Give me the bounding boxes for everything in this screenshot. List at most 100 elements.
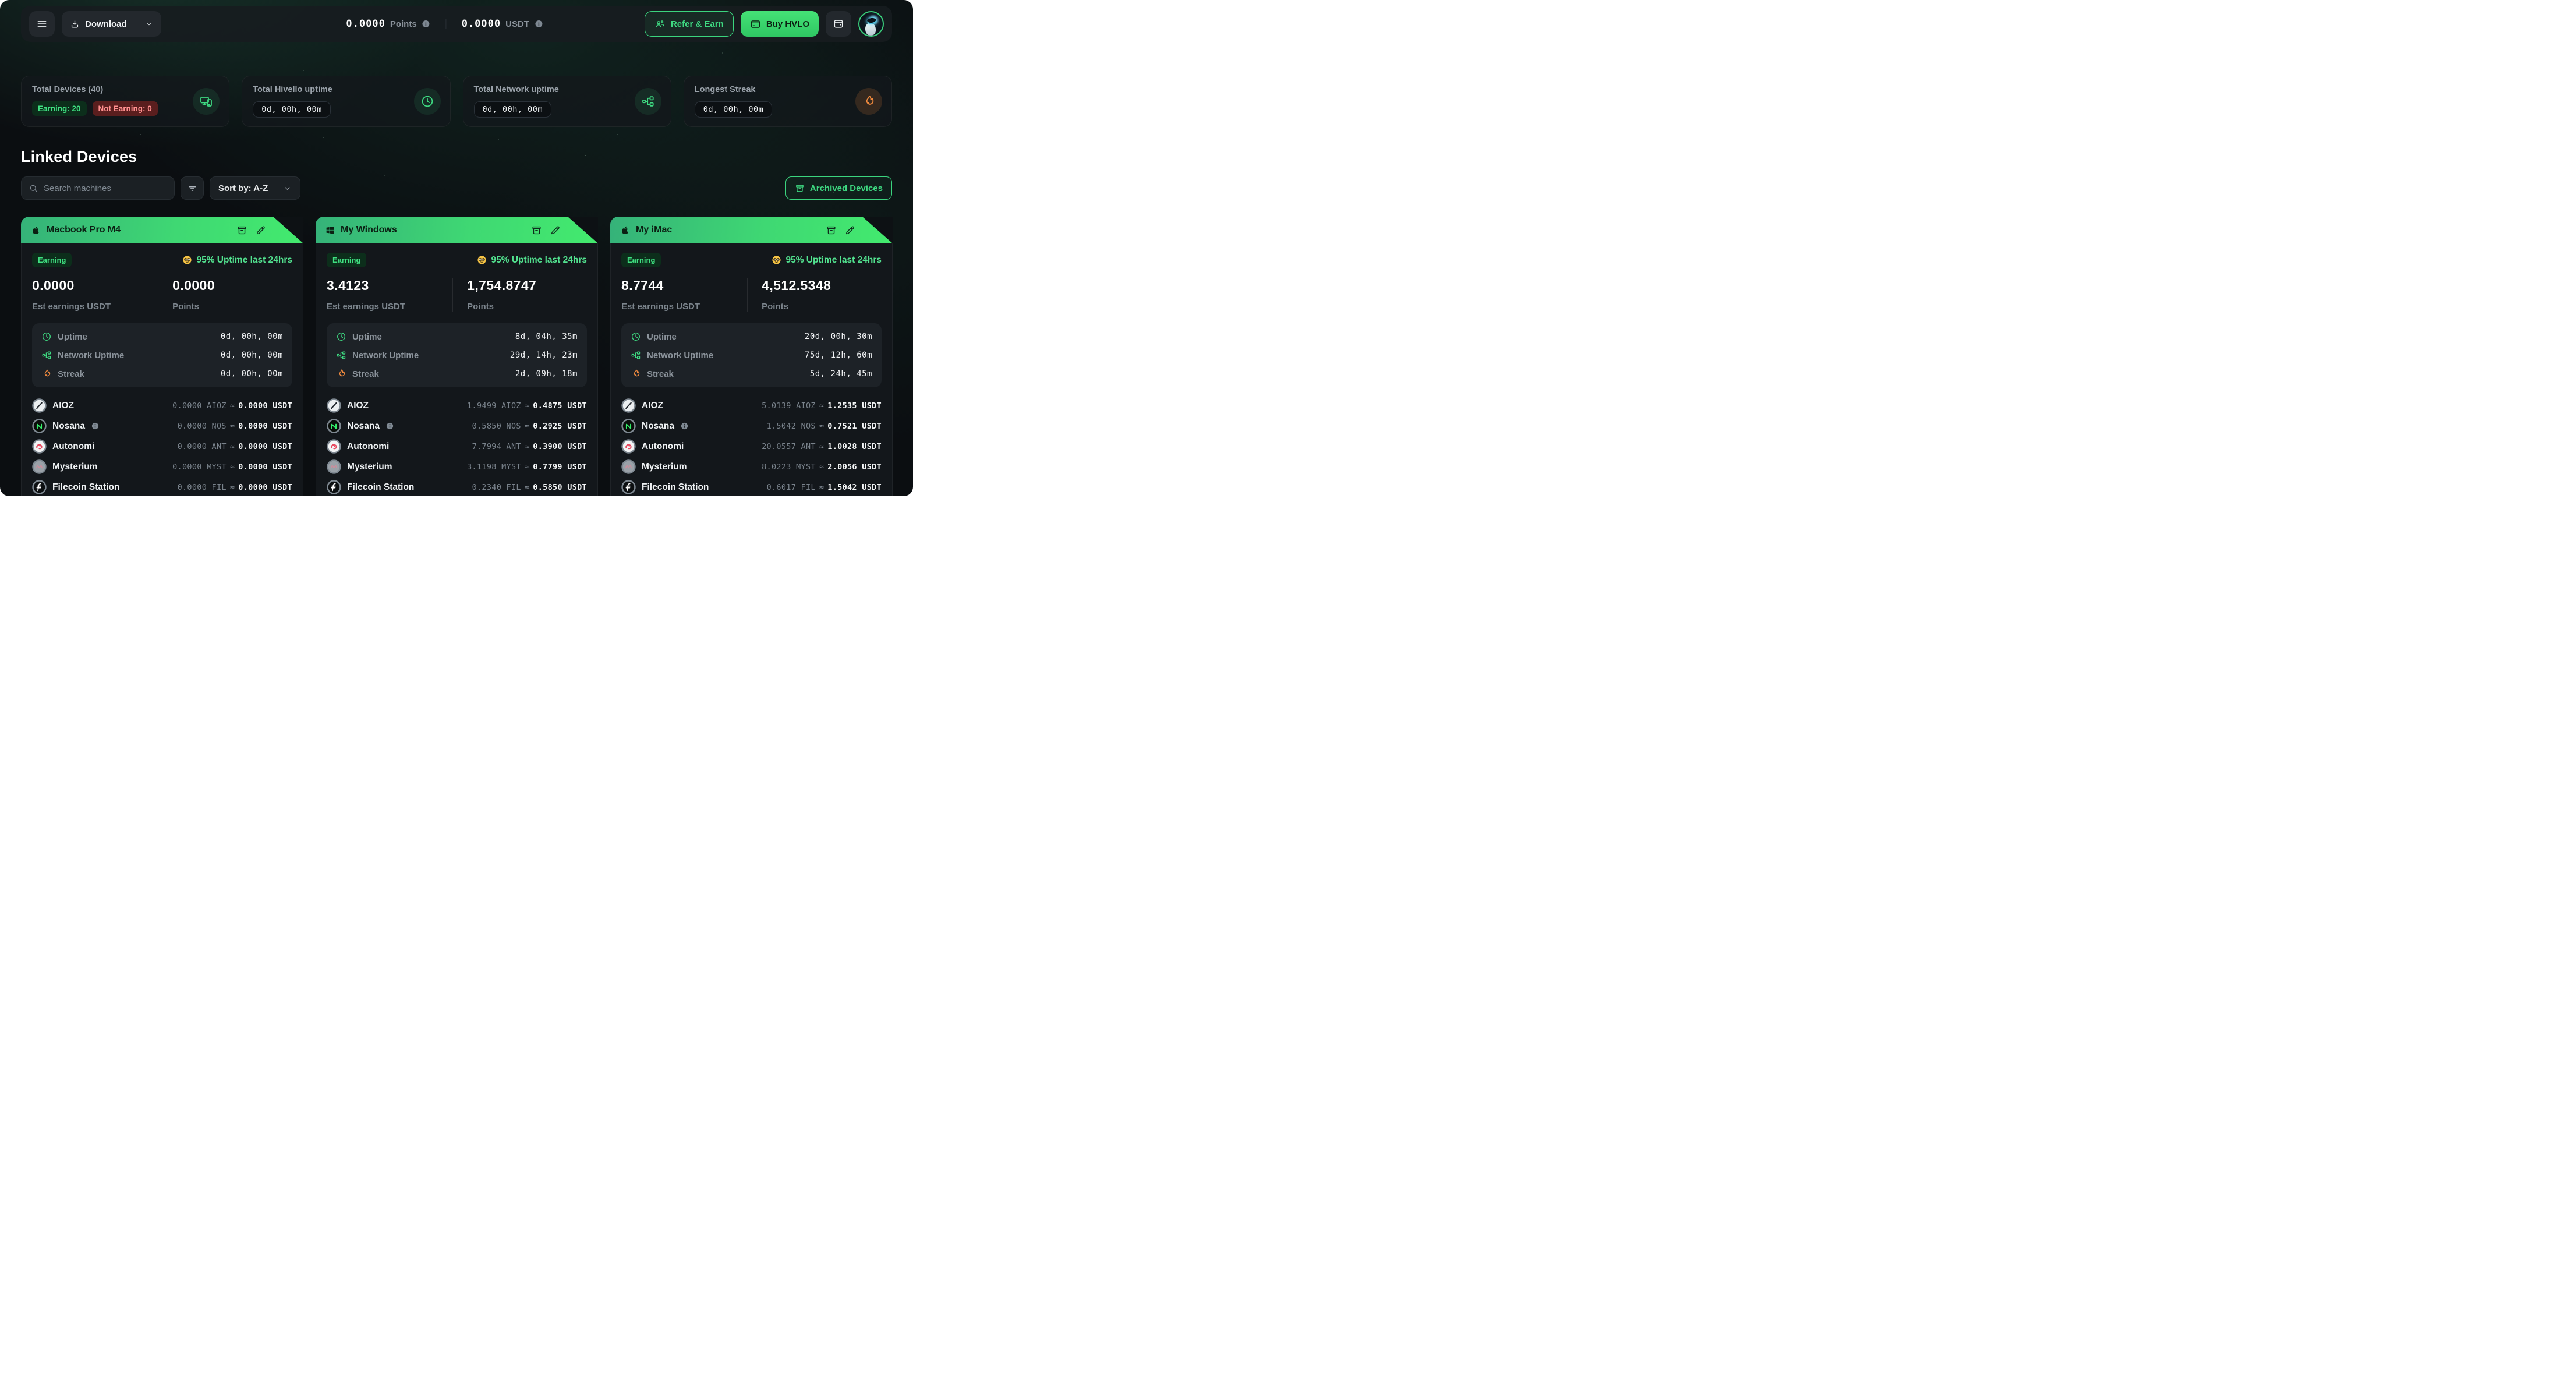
menu-button[interactable] bbox=[29, 11, 55, 37]
uptime-row: Uptime 20d, 00h, 30m bbox=[631, 330, 872, 343]
info-icon[interactable] bbox=[91, 422, 100, 430]
refer-earn-label: Refer & Earn bbox=[670, 19, 724, 29]
archive-device-icon[interactable] bbox=[236, 225, 247, 236]
device-name: Macbook Pro M4 bbox=[47, 225, 121, 235]
est-earnings-label: Est earnings USDT bbox=[327, 302, 406, 312]
chevron-down-icon[interactable] bbox=[145, 20, 153, 28]
sort-label: Sort by: A-Z bbox=[218, 183, 268, 193]
token-usdt: 0.7521 USDT bbox=[827, 421, 882, 431]
metric-label: Streak bbox=[58, 369, 84, 379]
device-card-body: Earning 95% Uptime last 24hrs 3.4123 Est… bbox=[316, 243, 598, 496]
windows-icon bbox=[325, 225, 335, 235]
filecoin-icon bbox=[327, 480, 341, 494]
token-usdt: 0.7799 USDT bbox=[533, 462, 587, 472]
device-name: My Windows bbox=[341, 225, 397, 235]
token-row-aioz: AIOZ 1.9499 AIOZ ≈0.4875 USDT bbox=[327, 395, 587, 416]
mysterium-icon bbox=[621, 459, 636, 474]
device-card-body: Earning 95% Uptime last 24hrs 0.0000 Est… bbox=[21, 243, 303, 496]
archived-devices-button[interactable]: Archived Devices bbox=[785, 176, 892, 200]
metric-value: 8d, 04h, 35m bbox=[515, 332, 578, 341]
token-amount: 0.5850 NOS bbox=[472, 421, 521, 431]
network-uptime-row: Network Uptime 29d, 14h, 23m bbox=[336, 349, 578, 362]
token-usdt: 0.0000 USDT bbox=[238, 441, 292, 451]
filter-button[interactable] bbox=[181, 176, 204, 200]
header-notch bbox=[273, 217, 303, 243]
buy-hvlo-button[interactable]: Buy HVLO bbox=[740, 11, 819, 37]
token-usdt: 1.2535 USDT bbox=[827, 401, 882, 411]
network-uptime-row: Network Uptime 0d, 00h, 00m bbox=[41, 349, 283, 362]
token-row-nosana: Nosana 1.5042 NOS ≈0.7521 USDT bbox=[621, 416, 882, 436]
mysterium-icon bbox=[327, 459, 341, 474]
balances: 0.0000 Points 0.0000 USDT bbox=[346, 6, 543, 42]
approx-symbol: ≈ bbox=[229, 421, 235, 431]
token-amount: 0.0000 MYST bbox=[172, 462, 227, 472]
clock-icon bbox=[336, 331, 346, 342]
token-amount: 0.0000 ANT bbox=[177, 441, 227, 451]
edit-device-icon[interactable] bbox=[550, 225, 561, 236]
approx-symbol: ≈ bbox=[819, 441, 825, 451]
approx-symbol: ≈ bbox=[819, 421, 825, 431]
status-badge: Earning bbox=[327, 253, 367, 267]
nerd-emoji-icon bbox=[182, 255, 192, 265]
sort-dropdown[interactable]: Sort by: A-Z bbox=[210, 176, 301, 200]
stat-card-hivello-uptime: Total Hivello uptime 0d, 00h, 00m bbox=[242, 76, 451, 127]
token-usdt: 2.0056 USDT bbox=[827, 462, 882, 472]
approx-symbol: ≈ bbox=[524, 421, 530, 431]
top-bar: Download 0.0000 Points 0.0000 USDT Refer… bbox=[21, 6, 892, 42]
token-usdt: 0.0000 USDT bbox=[238, 482, 292, 492]
divider bbox=[445, 19, 447, 29]
token-name: Nosana bbox=[52, 420, 85, 431]
token-usdt: 1.0028 USDT bbox=[827, 441, 882, 451]
refer-earn-button[interactable]: Refer & Earn bbox=[644, 11, 734, 37]
token-name: Autonomi bbox=[642, 441, 684, 451]
not-earning-badge: Not Earning: 0 bbox=[92, 101, 158, 116]
filecoin-icon bbox=[32, 480, 47, 494]
flame-icon bbox=[631, 369, 641, 379]
device-card-header: My Windows bbox=[316, 217, 598, 243]
archive-device-icon[interactable] bbox=[826, 225, 837, 236]
approx-symbol: ≈ bbox=[229, 462, 235, 472]
stats-row: Total Devices (40) Earning: 20 Not Earni… bbox=[21, 76, 892, 127]
wallet-button[interactable] bbox=[826, 11, 851, 37]
archive-device-icon[interactable] bbox=[531, 225, 542, 236]
token-row-mysterium: Mysterium 8.0223 MYST ≈2.0056 USDT bbox=[621, 457, 882, 477]
token-usdt: 0.0000 USDT bbox=[238, 462, 292, 472]
token-row-autonomi: Autonomi 20.0557 ANT ≈1.0028 USDT bbox=[621, 436, 882, 457]
token-name: Filecoin Station bbox=[642, 482, 709, 492]
metric-label: Network Uptime bbox=[352, 350, 419, 360]
token-name: Autonomi bbox=[52, 441, 95, 451]
download-button[interactable]: Download bbox=[62, 11, 161, 37]
info-icon[interactable] bbox=[385, 422, 394, 430]
archived-devices-label: Archived Devices bbox=[809, 183, 883, 193]
network-icon bbox=[41, 350, 52, 360]
stat-card-longest-streak: Longest Streak 0d, 00h, 00m bbox=[683, 76, 892, 127]
hivello-dashboard: Download 0.0000 Points 0.0000 USDT Refer… bbox=[0, 0, 913, 496]
top-bar-actions: Refer & Earn Buy HVLO bbox=[644, 11, 884, 37]
metric-value: 0d, 00h, 00m bbox=[220, 351, 283, 360]
metric-value: 2d, 09h, 18m bbox=[515, 369, 578, 379]
edit-device-icon[interactable] bbox=[255, 225, 266, 236]
token-name: Mysterium bbox=[347, 461, 392, 472]
nosana-icon bbox=[621, 419, 636, 433]
status-badge: Earning bbox=[32, 253, 72, 267]
streak-row: Streak 5d, 24h, 45m bbox=[631, 367, 872, 380]
search-input[interactable] bbox=[44, 183, 167, 193]
approx-symbol: ≈ bbox=[524, 401, 530, 411]
points-info-icon[interactable] bbox=[422, 19, 431, 29]
edit-device-icon[interactable] bbox=[844, 225, 855, 236]
uptime-box: Uptime 8d, 04h, 35m Network Uptime 29d, … bbox=[327, 323, 587, 387]
network-icon bbox=[634, 88, 661, 115]
avatar[interactable] bbox=[858, 11, 884, 37]
uptime-value-chip: 0d, 00h, 00m bbox=[473, 101, 552, 118]
approx-symbol: ≈ bbox=[229, 401, 235, 411]
points-label: Points bbox=[762, 302, 788, 312]
approx-symbol: ≈ bbox=[524, 482, 530, 492]
points-value: 0.0000 bbox=[346, 18, 385, 30]
token-name: Filecoin Station bbox=[52, 482, 120, 492]
uptime-box: Uptime 20d, 00h, 30m Network Uptime 75d,… bbox=[621, 323, 882, 387]
usdt-info-icon[interactable] bbox=[534, 19, 543, 29]
points-value: 4,512.5348 bbox=[762, 278, 831, 293]
info-icon[interactable] bbox=[680, 422, 689, 430]
usdt-label: USDT bbox=[505, 19, 529, 29]
points-value: 0.0000 bbox=[172, 278, 215, 293]
